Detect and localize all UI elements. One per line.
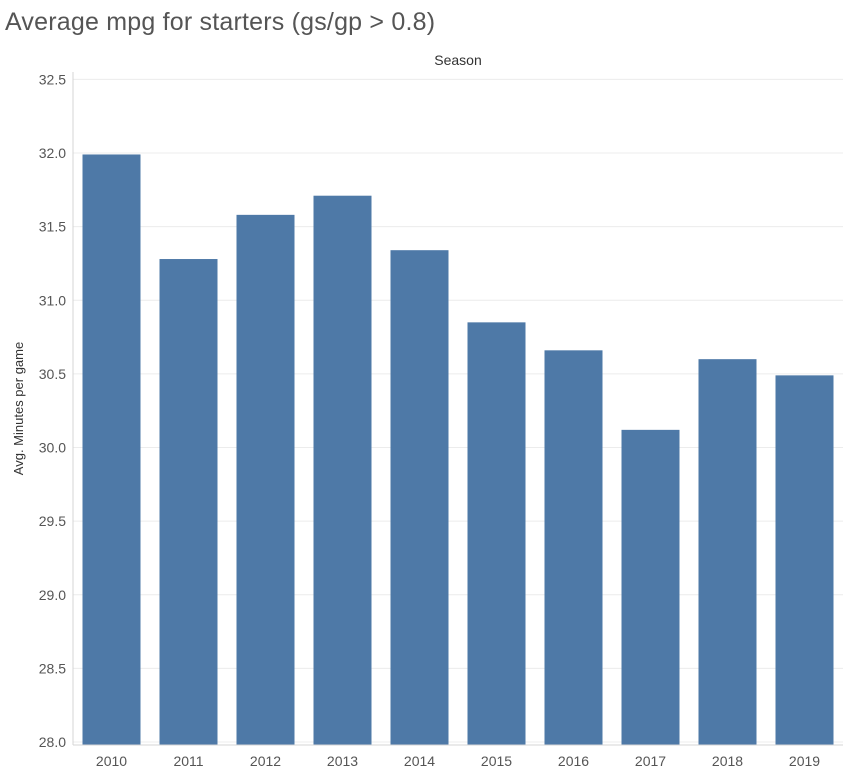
bar-2010[interactable]	[82, 154, 141, 746]
bar-2013[interactable]	[313, 195, 372, 746]
y-axis-title: Avg. Minutes per game	[11, 342, 26, 475]
bar-2011[interactable]	[159, 259, 218, 745]
labels: Season 32.5 32.0 31.5 31.0 30.5 30.0 29.5 29.0 28…	[11, 52, 820, 769]
y-tick-label: 28.0	[39, 734, 66, 750]
x-tick-label: 2019	[789, 753, 820, 769]
y-tick-label: 31.5	[39, 219, 66, 235]
bar-2012[interactable]	[236, 214, 295, 746]
bar-2016[interactable]	[544, 350, 603, 745]
x-tick-label: 2014	[404, 753, 435, 769]
x-tick-label: 2017	[635, 753, 666, 769]
bar-2014[interactable]	[390, 250, 449, 745]
x-tick-label: 2012	[250, 753, 281, 769]
y-tick-label: 31.0	[39, 292, 66, 308]
y-tick-label: 29.5	[39, 513, 66, 529]
x-tick-label: 2010	[96, 753, 127, 769]
chart-title: Average mpg for starters (gs/gp > 0.8)	[5, 8, 436, 36]
y-tick-label: 30.5	[39, 366, 66, 382]
x-tick-label: 2016	[558, 753, 589, 769]
bar-2018[interactable]	[698, 359, 757, 745]
y-tick-label: 32.5	[39, 71, 66, 87]
x-tick-label: 2015	[481, 753, 512, 769]
x-tick-label: 2011	[173, 753, 203, 769]
bar-2015[interactable]	[467, 322, 526, 745]
y-tick-label: 32.0	[39, 145, 66, 161]
x-tick-label: 2018	[712, 753, 743, 769]
column-header: Season	[434, 52, 481, 68]
bar-2017[interactable]	[621, 429, 680, 745]
axes	[72, 72, 843, 746]
bars	[82, 154, 834, 746]
y-tick-label: 28.5	[39, 660, 66, 676]
x-tick-label: 2013	[327, 753, 358, 769]
bar-2019[interactable]	[775, 375, 834, 745]
y-tick-label: 29.0	[39, 587, 66, 603]
y-tick-label: 30.0	[39, 440, 66, 456]
